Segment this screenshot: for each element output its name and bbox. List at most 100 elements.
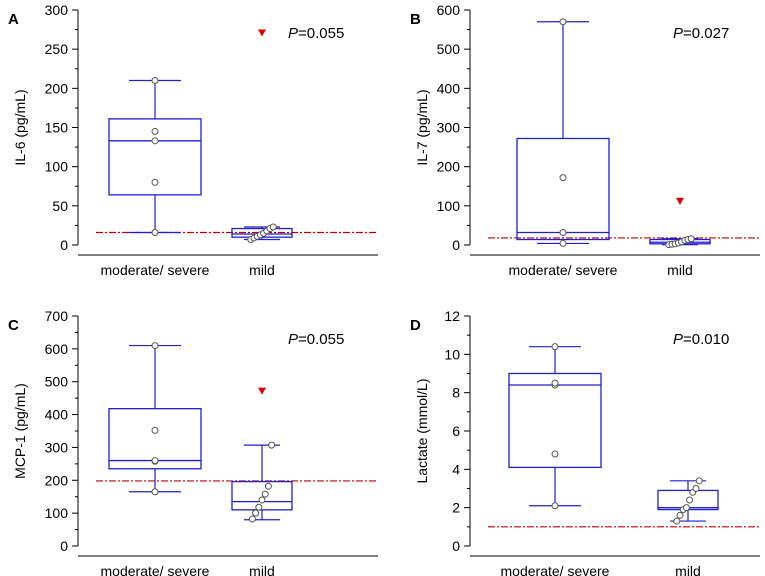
box-moderate-severe [108, 342, 202, 496]
box-iqr [108, 118, 202, 196]
y-tick-label: 2 [452, 500, 460, 516]
p-symbol: P [288, 331, 298, 348]
data-point [692, 485, 700, 492]
data-point [151, 457, 159, 465]
y-tick-label: 300 [45, 2, 69, 18]
category-label: mild [249, 563, 275, 576]
data-point [676, 511, 684, 519]
data-point [264, 482, 272, 490]
panel-d: D 0 2 4 6 8 10 12 Lactate (mmol/L) moderate/ seve… [410, 308, 760, 576]
data-point [551, 502, 559, 510]
panel-label: C [8, 317, 19, 334]
y-tick-label: 100 [45, 505, 69, 521]
category-label: moderate/ severe [509, 262, 618, 278]
y-tick-label: 8 [452, 385, 460, 401]
y-axis-label: IL-7 (pg/mL) [414, 89, 430, 165]
panel-label: A [8, 11, 19, 28]
y-tick-label: 6 [452, 423, 460, 439]
data-point [258, 496, 266, 504]
data-point [559, 239, 567, 247]
box-iqr [516, 137, 610, 241]
y-tick-label: 200 [45, 80, 69, 96]
box-mild [657, 477, 719, 525]
data-point [559, 174, 567, 182]
data-point [551, 450, 559, 458]
y-tick-label: 0 [452, 538, 460, 554]
data-point [151, 137, 159, 145]
panel-a: A 0 50 100 150 200 250 300 IL-6 (pg/mL) moderate/… [8, 2, 378, 278]
y-axis-label: MCP-1 (pg/mL) [12, 383, 28, 479]
data-point [252, 509, 260, 517]
y-tick-label: 0 [60, 237, 68, 253]
p-symbol: P [288, 25, 298, 42]
y-tick-label: 10 [444, 346, 460, 362]
y-tick-label: 700 [45, 308, 69, 324]
data-point [151, 127, 159, 135]
y-tick-label: 200 [437, 159, 461, 175]
box-moderate-severe [108, 77, 202, 236]
data-point [151, 77, 159, 84]
y-tick-label: 250 [45, 41, 69, 57]
box-mild [231, 29, 293, 244]
y-axis-label: IL-6 (pg/mL) [12, 89, 28, 165]
data-point [695, 477, 703, 485]
data-point [682, 504, 690, 512]
data-point [151, 178, 159, 186]
data-point [151, 426, 159, 434]
y-tick-label: 500 [45, 374, 69, 390]
y-tick-label: 400 [45, 407, 69, 423]
y-tick-label: 300 [437, 120, 461, 136]
data-point [269, 223, 277, 231]
p-value-label: P=0.055 [288, 25, 344, 42]
p-value-label: P=0.055 [288, 331, 344, 348]
p-value-label: P=0.027 [673, 25, 729, 42]
y-tick-label: 12 [444, 308, 460, 324]
box-iqr [231, 480, 293, 511]
p-value: =0.010 [683, 331, 729, 348]
p-symbol: P [673, 25, 683, 42]
y-tick-label: 4 [452, 461, 460, 477]
data-point [151, 488, 159, 496]
outlier-marker [676, 197, 684, 205]
p-symbol: P [673, 331, 683, 348]
box-moderate-severe [508, 343, 602, 510]
y-tick-label: 500 [437, 41, 461, 57]
data-point [261, 490, 269, 498]
panel-label: B [410, 11, 421, 28]
category-label: mild [667, 262, 693, 278]
box-iqr [508, 372, 602, 469]
category-label: moderate/ severe [101, 262, 210, 278]
category-label: mild [249, 262, 275, 278]
y-tick-label: 300 [45, 439, 69, 455]
panel-label: D [410, 317, 421, 334]
y-axis-label: Lactate (mmol/L) [414, 378, 430, 483]
data-point [151, 342, 159, 350]
p-value-label: P=0.010 [673, 331, 729, 348]
data-point [673, 517, 681, 525]
data-point [559, 18, 567, 26]
data-point [687, 235, 695, 243]
outlier-marker [258, 387, 266, 395]
y-tick-label: 100 [437, 198, 461, 214]
data-point [248, 515, 256, 523]
category-label: mild [675, 563, 701, 576]
y-tick-label: 100 [45, 159, 69, 175]
data-point [686, 496, 694, 504]
p-value: =0.055 [298, 25, 344, 42]
panel-b: B 0 100 200 300 400 500 600 IL-7 (pg/mL) moderate… [410, 2, 760, 278]
p-value: =0.055 [298, 331, 344, 348]
y-tick-label: 600 [437, 2, 461, 18]
y-tick-label: 0 [452, 237, 460, 253]
box-mild [231, 387, 293, 523]
data-point [268, 441, 276, 449]
data-point [151, 228, 159, 236]
box-moderate-severe [516, 18, 610, 247]
y-tick-label: 400 [437, 80, 461, 96]
data-point [551, 379, 559, 387]
box-iqr [108, 408, 202, 470]
box-mild [649, 197, 711, 249]
category-label: moderate/ severe [101, 563, 210, 576]
data-point [551, 343, 559, 351]
y-tick-label: 150 [45, 120, 69, 136]
